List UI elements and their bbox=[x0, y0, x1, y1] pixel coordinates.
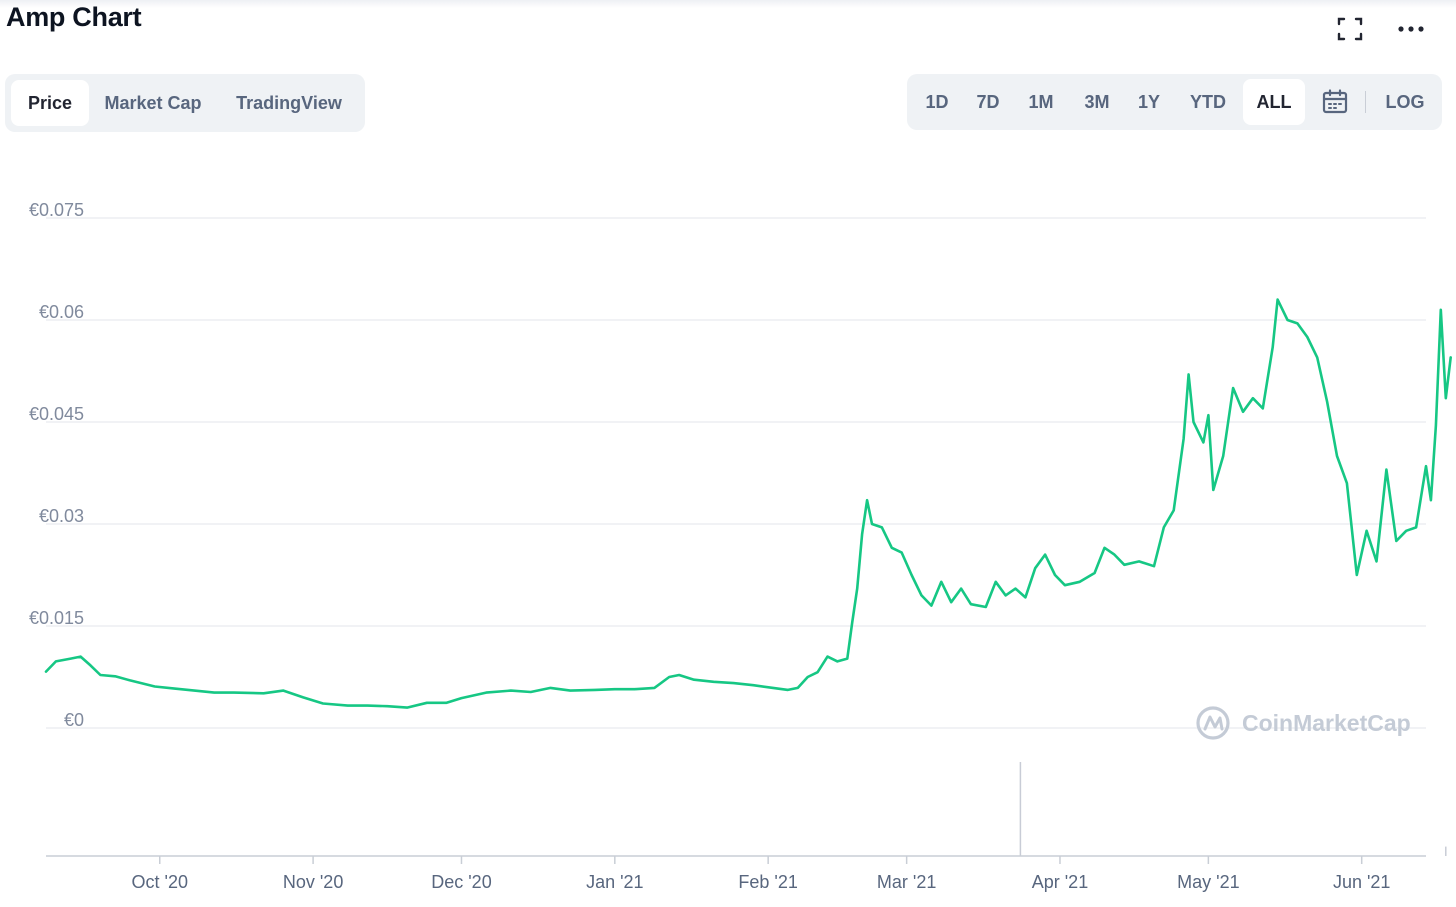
range-1y[interactable]: 1Y bbox=[1137, 92, 1161, 112]
volume-bar bbox=[1445, 846, 1447, 856]
chart-type-tabs: Price Market Cap TradingView bbox=[5, 74, 365, 132]
toolbar-divider bbox=[1365, 91, 1366, 113]
x-tick-label: Dec '20 bbox=[431, 872, 491, 892]
x-tick-label: Jan '21 bbox=[586, 872, 643, 892]
tab-tradingview[interactable]: TradingView bbox=[236, 93, 342, 113]
x-tick-label: Oct '20 bbox=[132, 872, 188, 892]
cmc-logo-icon bbox=[1196, 706, 1230, 740]
range-1m[interactable]: 1M bbox=[1028, 92, 1054, 112]
header-background bbox=[0, 0, 1456, 70]
time-range-selector: 1D 7D 1M 3M 1Y YTD ALL LOG bbox=[907, 74, 1442, 130]
y-tick-label: €0.015 bbox=[29, 608, 84, 628]
x-tick-label: Apr '21 bbox=[1032, 872, 1088, 892]
range-3m[interactable]: 3M bbox=[1084, 92, 1110, 112]
calendar-icon[interactable] bbox=[1321, 89, 1349, 115]
log-scale-toggle[interactable]: LOG bbox=[1385, 92, 1425, 112]
x-tick-label: Mar '21 bbox=[877, 872, 936, 892]
x-tick-label: Feb '21 bbox=[738, 872, 797, 892]
range-1d[interactable]: 1D bbox=[925, 92, 949, 112]
x-tick-label: Jun '21 bbox=[1333, 872, 1390, 892]
coinmarketcap-watermark: CoinMarketCap bbox=[1196, 706, 1411, 740]
y-tick-label: €0.045 bbox=[29, 404, 84, 424]
price-line bbox=[44, 298, 1452, 709]
y-tick-label: €0 bbox=[64, 710, 84, 730]
more-horizontal-icon[interactable] bbox=[1396, 14, 1426, 44]
fullscreen-icon[interactable] bbox=[1335, 14, 1365, 44]
watermark-text: CoinMarketCap bbox=[1242, 710, 1411, 736]
price-chart[interactable]: €0.075 €0.06 €0.045 €0.03 €0.015 €0 CoinMarke… bbox=[0, 140, 1456, 907]
x-tick-label: May '21 bbox=[1177, 872, 1239, 892]
range-7d[interactable]: 7D bbox=[976, 92, 1000, 112]
tab-price[interactable]: Price bbox=[11, 80, 89, 126]
y-tick-label: €0.03 bbox=[39, 506, 84, 526]
tab-market-cap[interactable]: Market Cap bbox=[104, 93, 202, 113]
volume-bar bbox=[1019, 762, 1022, 856]
y-tick-label: €0.075 bbox=[29, 200, 84, 220]
chart-title: Amp Chart bbox=[6, 2, 142, 32]
x-tick-label: Nov '20 bbox=[283, 872, 343, 892]
range-ytd[interactable]: YTD bbox=[1190, 92, 1226, 112]
range-all[interactable]: ALL bbox=[1243, 79, 1305, 125]
y-tick-label: €0.06 bbox=[39, 302, 84, 322]
